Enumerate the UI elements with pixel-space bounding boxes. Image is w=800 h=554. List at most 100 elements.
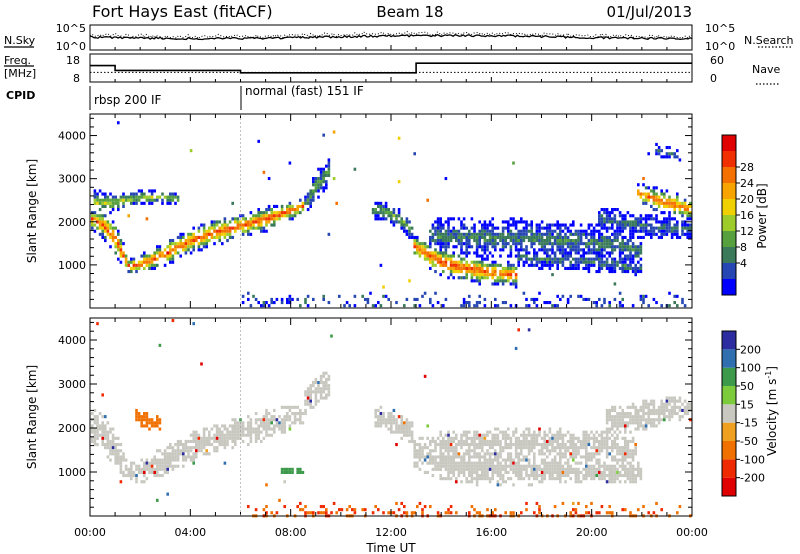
power-cell [494, 239, 497, 243]
power-cell [169, 192, 172, 196]
power-cell [187, 245, 190, 249]
velocity-cell [101, 433, 104, 437]
power-cell [689, 214, 692, 218]
velocity-cell [117, 458, 120, 462]
power-cell [475, 301, 479, 305]
power-cell [286, 214, 289, 218]
power-cell [488, 263, 492, 267]
power-cell [325, 186, 328, 190]
velocity-cell [234, 418, 237, 422]
power-cell [104, 204, 107, 208]
velocity-cell [130, 464, 133, 468]
velocity-cell [195, 436, 198, 440]
velocity-cell [592, 474, 596, 478]
power-cell [577, 266, 580, 270]
velocity-cell [629, 511, 632, 515]
velocity-cell [621, 412, 624, 416]
power-cell [465, 254, 468, 258]
power-cell [600, 235, 604, 239]
power-cell [556, 223, 559, 227]
velocity-cell [465, 467, 468, 471]
velocity-cell [483, 458, 487, 462]
power-cell [468, 239, 471, 243]
power-cell [530, 257, 533, 261]
power-cell [637, 270, 640, 274]
power-cell [543, 232, 546, 236]
velocity-cell [130, 477, 133, 481]
power-cell [226, 239, 229, 243]
power-cell [509, 239, 513, 243]
velocity-cell [535, 467, 539, 471]
velocity-cell [587, 443, 591, 447]
velocity-cell [382, 511, 385, 515]
power-cell [652, 198, 656, 202]
power-cell [353, 167, 357, 171]
velocity-cell [473, 439, 476, 443]
velocity-cell [616, 477, 619, 481]
velocity-cell [449, 470, 453, 474]
velocity-cell [621, 436, 624, 440]
power-cell [132, 260, 136, 264]
power-cell [561, 229, 565, 233]
velocity-cell [530, 446, 533, 450]
velocity-cell [486, 477, 489, 481]
velocity-cell [639, 418, 643, 422]
velocity-cell [509, 511, 513, 515]
power-cell [273, 204, 276, 208]
velocity-cell [197, 449, 201, 453]
power-cell [455, 239, 458, 243]
velocity-cell [447, 470, 450, 474]
velocity-cell [626, 421, 630, 425]
velocity-cell [478, 474, 481, 478]
power-cell [499, 270, 502, 274]
velocity-cell [613, 430, 617, 434]
power-cell [600, 220, 604, 224]
power-cell [626, 270, 630, 274]
power-cell [153, 254, 156, 258]
power-cell [130, 201, 133, 205]
power-cell [494, 304, 497, 308]
velocity-cell [483, 436, 487, 440]
power-cell [525, 304, 528, 308]
power-cell [135, 270, 138, 274]
velocity-cell [670, 396, 674, 400]
velocity-cell [244, 433, 247, 437]
velocity-cell [377, 424, 380, 428]
power-cell [249, 304, 253, 308]
y-tick-label: 3000 [58, 378, 86, 391]
power-ylabel: Slant Range [km] [25, 159, 39, 263]
velocity-cell [634, 412, 637, 416]
velocity-cell [408, 427, 411, 431]
velocity-cell [556, 443, 559, 447]
power-cell [106, 198, 110, 202]
power-cell [273, 301, 276, 305]
velocity-cell [473, 436, 476, 440]
velocity-cell [382, 421, 385, 425]
power-cell [574, 239, 578, 243]
velocity-cell [114, 455, 117, 459]
power-cell [608, 242, 611, 246]
velocity-cell [182, 446, 185, 450]
velocity-cell [626, 467, 630, 471]
power-cell [96, 217, 99, 221]
power-cell [660, 155, 663, 159]
power-cell [312, 189, 315, 193]
velocity-cell [304, 505, 307, 509]
power-cell [650, 217, 653, 221]
velocity-cell [241, 430, 245, 434]
power-cell [309, 189, 312, 193]
velocity-cell [184, 446, 188, 450]
power-cell [106, 226, 110, 230]
velocity-cell [561, 501, 565, 505]
velocity-cell [455, 446, 458, 450]
velocity-cell [509, 458, 513, 462]
power-cell [436, 235, 440, 239]
power-cell [530, 263, 533, 267]
velocity-cell [613, 464, 617, 468]
velocity-cell [241, 433, 245, 437]
velocity-cell [665, 399, 669, 403]
velocity-cell [548, 443, 552, 447]
velocity-cell [507, 433, 510, 437]
power-cell [624, 245, 627, 249]
power-cell [202, 235, 206, 239]
